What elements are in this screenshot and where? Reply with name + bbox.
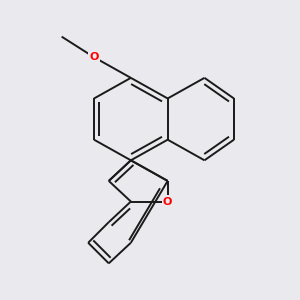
- Text: O: O: [163, 196, 172, 206]
- Text: O: O: [89, 52, 99, 62]
